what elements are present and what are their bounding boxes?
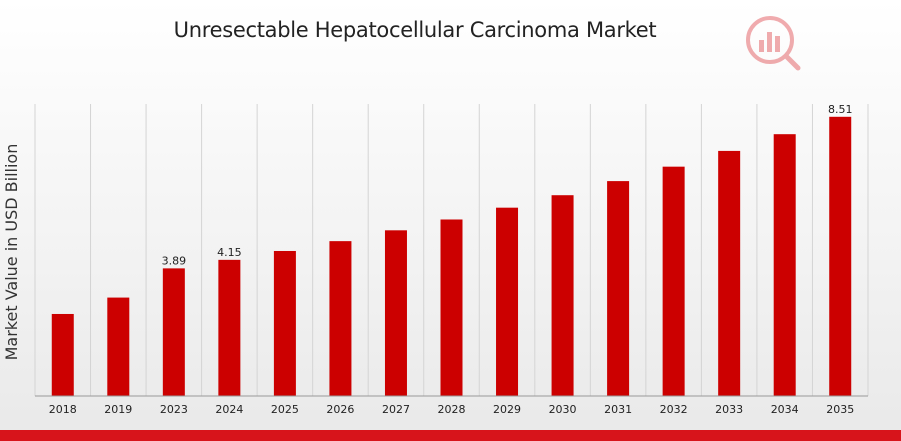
data-label-2024: 4.15 xyxy=(217,246,242,259)
x-tick-label: 2029 xyxy=(493,403,521,416)
bar-2025 xyxy=(273,250,296,396)
bar-2026 xyxy=(329,241,352,396)
x-tick-label: 2026 xyxy=(326,403,354,416)
bar-2031 xyxy=(607,181,630,396)
chart-title: Unresectable Hepatocellular Carcinoma Ma… xyxy=(173,18,657,42)
bars xyxy=(51,116,852,397)
data-label-2035: 8.51 xyxy=(828,103,853,116)
data-labels: 3.89 4.15 8.51 xyxy=(162,103,853,268)
bar-2024 xyxy=(218,259,241,396)
y-axis-label: Market Value in USD Billion xyxy=(2,144,21,361)
x-tick-label: 2033 xyxy=(715,403,743,416)
x-tick-label: 2023 xyxy=(160,403,188,416)
x-tick-labels: 2018 2019 2023 2024 2025 2026 2027 2028 2029 2030… xyxy=(49,403,854,416)
bar-2019 xyxy=(107,297,130,396)
bar-2033 xyxy=(718,150,741,396)
bar-2018 xyxy=(51,313,74,396)
bar-2029 xyxy=(496,207,519,396)
x-tick-label: 2019 xyxy=(104,403,132,416)
x-tick-label: 2028 xyxy=(438,403,466,416)
x-tick-label: 2024 xyxy=(215,403,243,416)
data-label-2023: 3.89 xyxy=(162,254,187,267)
x-tick-label: 2035 xyxy=(826,403,854,416)
bar-2035 xyxy=(829,116,852,397)
x-tick-label: 2034 xyxy=(771,403,799,416)
bar-2028 xyxy=(440,219,463,396)
bar-2030 xyxy=(551,195,574,396)
x-tick-label: 2031 xyxy=(604,403,632,416)
bar-2034 xyxy=(773,134,796,396)
x-tick-label: 2027 xyxy=(382,403,410,416)
bar-2032 xyxy=(662,166,685,396)
bar-2023 xyxy=(162,268,185,396)
x-tick-label: 2030 xyxy=(549,403,577,416)
x-tick-label: 2025 xyxy=(271,403,299,416)
bottom-accent-bar xyxy=(0,430,901,441)
x-tick-label: 2018 xyxy=(49,403,77,416)
grid-lines xyxy=(34,104,869,396)
x-tick-label: 2032 xyxy=(660,403,688,416)
bar-2027 xyxy=(384,230,407,396)
market-research-logo-icon xyxy=(746,16,801,71)
